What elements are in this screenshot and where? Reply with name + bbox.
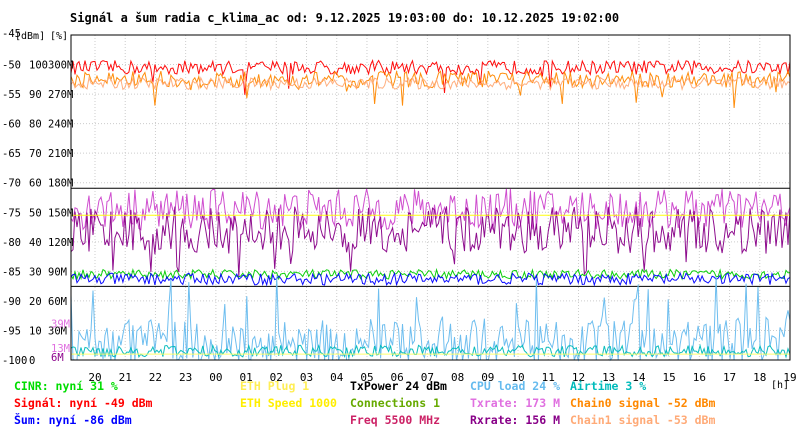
- legend-entry: Šum: nyní -86 dBm: [14, 412, 132, 427]
- x-tick-label: 04: [330, 371, 344, 384]
- y-tick-dbm: -55: [2, 89, 21, 101]
- y-tick-rate: 90M: [48, 266, 67, 278]
- legend-entry: Airtime 3 %: [570, 379, 646, 393]
- y-tick-dbm: -70: [2, 178, 21, 190]
- x-tick-label: 03: [300, 371, 313, 384]
- legend-entry: Signál: nyní -49 dBm: [14, 396, 153, 410]
- y-tick-dbm: -85: [2, 266, 21, 278]
- y-tick-dbm: -65: [2, 148, 21, 160]
- chart-title: Signál a šum radia c_klima_ac od: 9.12.2…: [70, 11, 619, 26]
- y-tick-rate: 300M: [48, 60, 73, 72]
- x-tick-label: 22: [149, 371, 162, 384]
- series-line-cpu: [70, 276, 791, 362]
- series-line-rxrate: [70, 206, 791, 278]
- legend: CINR: nyní 31 % Signál: nyní -49 dBm Šum: …: [14, 379, 715, 427]
- x-tick-label: 02: [270, 371, 283, 384]
- legend-entry: ETH Plug 1: [240, 379, 309, 393]
- y-tick-rate: 60M: [48, 296, 67, 308]
- y-tick-dbm: -80: [2, 237, 21, 249]
- y-tick-percent: 100: [29, 60, 48, 72]
- x-tick-label: 18: [753, 371, 766, 384]
- x-tick-label: 01: [239, 371, 252, 384]
- x-unit-hours: [h]: [771, 380, 789, 391]
- y-unit-percent: [%]: [50, 31, 68, 42]
- series-line-txrate: [70, 188, 791, 231]
- y-tick-rate: 240M: [48, 119, 73, 131]
- y-tick-dbm: -100: [2, 355, 27, 367]
- y-tick-rate: 30M: [48, 325, 67, 337]
- y-tick-percent: 50: [29, 207, 42, 219]
- x-tick-label: 14: [632, 371, 646, 384]
- y-tick-rate: 270M: [48, 89, 73, 101]
- y-tick-dbm: -75: [2, 207, 21, 219]
- legend-entry: Rxrate: 156 M: [470, 413, 560, 427]
- y-tick-rate-colored: 13M: [51, 343, 70, 355]
- x-tick-label: 07: [421, 371, 434, 384]
- y-tick-rate-colored: 6M: [51, 352, 64, 364]
- series-line-airtime: [70, 343, 791, 359]
- series-line-cinr: [70, 267, 791, 281]
- legend-entry: Txrate: 173 M: [470, 396, 560, 410]
- legend-entry: Connections 1: [350, 396, 440, 410]
- y-tick-rate: 120M: [48, 237, 73, 249]
- y-tick-dbm: -50: [2, 60, 21, 72]
- series-group: [70, 59, 791, 362]
- y-tick-dbm: -95: [2, 325, 21, 337]
- x-tick-label: 13: [602, 371, 615, 384]
- series-line-signal: [70, 59, 791, 95]
- axes: -45-50-55-60-65-70-75-80-85-90-95-100100…: [2, 28, 797, 391]
- y-tick-rate-colored: 39M: [51, 318, 70, 330]
- x-tick-label: 00: [209, 371, 222, 384]
- y-tick-dbm: -60: [2, 119, 21, 131]
- legend-entry: Freq 5500 MHz: [350, 413, 440, 427]
- y-tick-rate: 210M: [48, 148, 73, 160]
- x-tick-label: 06: [391, 371, 404, 384]
- legend-entry: Chain0 signal -52 dBm: [570, 396, 715, 410]
- legend-entry: TxPower 24 dBm: [350, 379, 447, 393]
- y-tick-dbm: -45: [2, 28, 21, 40]
- y-tick-percent: 40: [29, 237, 42, 249]
- y-tick-rate: 150M: [48, 207, 73, 219]
- series-line-noise: [70, 271, 791, 287]
- y-tick-percent: 60: [29, 178, 42, 190]
- legend-entry: CPU load 24 %: [470, 379, 560, 393]
- y-tick-percent: 10: [29, 325, 42, 337]
- x-tick-label: 08: [451, 371, 464, 384]
- y-tick-percent: 80: [29, 119, 42, 131]
- grid: [71, 35, 791, 361]
- x-tick-label: 10: [511, 371, 524, 384]
- series-line-chain1: [70, 75, 791, 92]
- x-tick-label: 15: [663, 371, 676, 384]
- x-tick-label: 09: [481, 371, 494, 384]
- legend-entry: CINR: nyní 31 %: [14, 379, 118, 393]
- plot-frame: [70, 34, 791, 361]
- x-tick-label: 12: [572, 371, 585, 384]
- y-tick-percent: 90: [29, 89, 42, 101]
- x-tick-label: 19: [783, 371, 796, 384]
- x-tick-label: 20: [88, 371, 101, 384]
- y-tick-dbm: -90: [2, 296, 21, 308]
- y-tick-percent: 20: [29, 296, 42, 308]
- x-tick-label: 11: [542, 371, 555, 384]
- y-tick-percent: 70: [29, 148, 42, 160]
- y-tick-rate: 180M: [48, 178, 73, 190]
- x-tick-label: 21: [119, 371, 132, 384]
- x-tick-label: 23: [179, 371, 192, 384]
- x-tick-label: 17: [723, 371, 736, 384]
- legend-entry: Chain1 signal -53 dBm: [570, 413, 715, 427]
- x-tick-label: 16: [693, 371, 706, 384]
- legend-entry: ETH Speed 1000: [240, 396, 337, 410]
- x-tick-label: 05: [360, 371, 373, 384]
- y-tick-percent: 30: [29, 266, 42, 278]
- y-tick-percent: 0: [29, 355, 35, 367]
- y-unit-dbm: [dBm]: [15, 31, 45, 42]
